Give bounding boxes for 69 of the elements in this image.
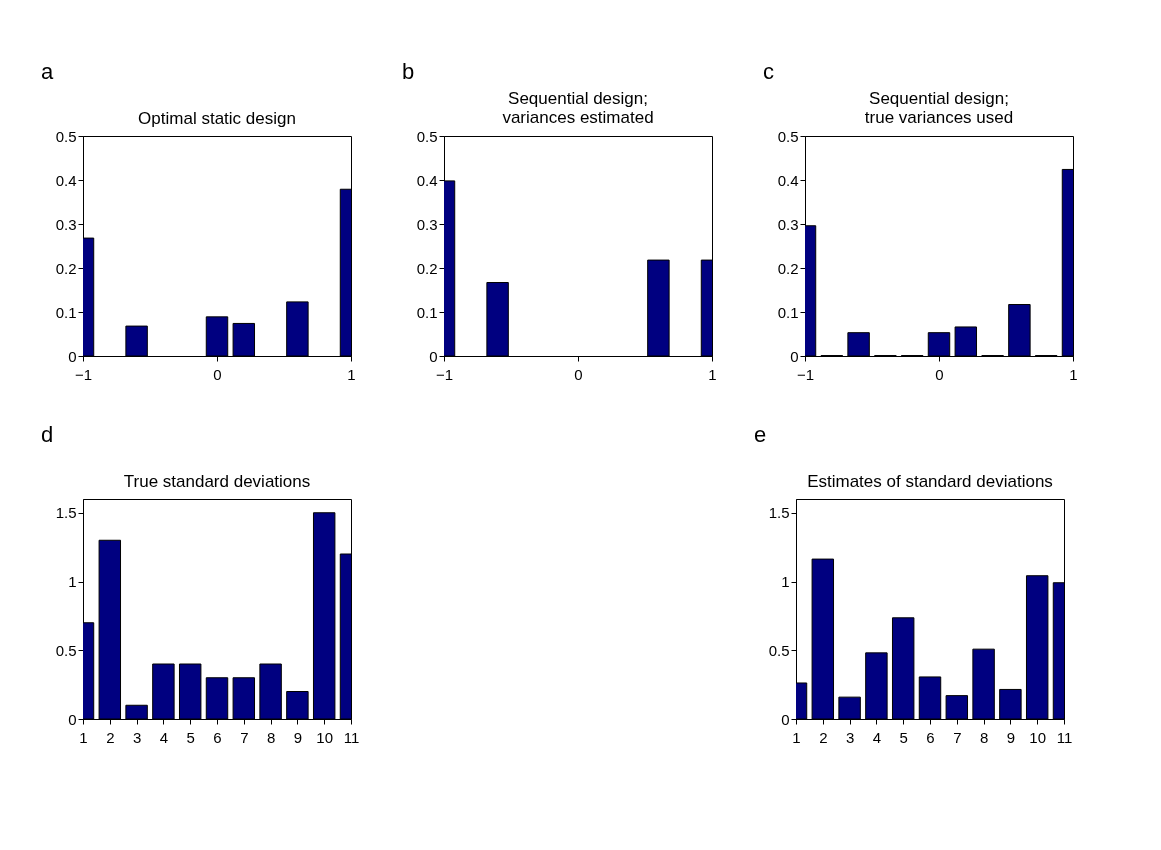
y-tick-label: 0.2 xyxy=(55,259,77,277)
chart-title: True standard deviations xyxy=(123,472,311,491)
y-tick-label: 0 xyxy=(68,710,77,728)
bar xyxy=(954,326,978,356)
x-tick-label: −1 xyxy=(74,365,93,383)
y-tick-label: 0.3 xyxy=(777,215,799,233)
y-tick-label: 0.3 xyxy=(55,215,77,233)
x-tick-label: 10 xyxy=(1029,728,1047,746)
y-tick-label: 0.5 xyxy=(55,641,77,659)
x-tick-label: 11 xyxy=(343,728,360,746)
x-tick-label: 7 xyxy=(240,728,249,746)
y-tick-label: 0.4 xyxy=(777,171,799,189)
y-tick-label: 0 xyxy=(781,710,790,728)
x-tick-label: 1 xyxy=(79,728,88,746)
y-tick-label: 0 xyxy=(429,347,438,365)
x-tick-label: 5 xyxy=(899,728,908,746)
y-tick-label: 0.1 xyxy=(416,303,438,321)
x-tick-label: 3 xyxy=(132,728,142,746)
x-tick-label: 9 xyxy=(293,728,303,746)
y-tick-label: 0.2 xyxy=(416,259,438,277)
text: d xyxy=(41,422,54,447)
x-tick-label: 1 xyxy=(708,365,717,383)
y-tick-label: 0.4 xyxy=(416,171,438,189)
x-tick-label: 9 xyxy=(1006,728,1016,746)
bar xyxy=(1008,304,1031,356)
x-tick-label: 2 xyxy=(106,728,115,746)
y-tick-label: 0.1 xyxy=(55,303,77,321)
x-tick-label: −1 xyxy=(796,365,815,383)
x-tick-label: 1 xyxy=(347,365,356,383)
y-tick-label: 0.4 xyxy=(55,171,77,189)
text: e xyxy=(754,422,767,447)
x-tick-label: −1 xyxy=(435,365,454,383)
chart-title: Estimates of standard deviations xyxy=(807,472,1053,491)
y-tick-label: 0.5 xyxy=(777,127,799,145)
y-tick-label: 0.3 xyxy=(416,215,438,233)
x-tick-label: 3 xyxy=(845,728,855,746)
text: b xyxy=(402,59,415,84)
x-tick-label: 4 xyxy=(159,728,169,746)
x-tick-label: 1 xyxy=(1069,365,1078,383)
x-tick-label: 8 xyxy=(266,728,276,746)
x-tick-label: 6 xyxy=(213,728,222,746)
y-tick-label: 0.5 xyxy=(768,641,790,659)
y-tick-label: 1 xyxy=(781,573,790,590)
x-tick-label: 2 xyxy=(819,728,828,746)
chart-title: Sequential design; variances estimated xyxy=(502,89,654,127)
text: c xyxy=(763,59,774,84)
x-tick-label: 11 xyxy=(1056,728,1073,746)
x-tick-label: 0 xyxy=(935,365,944,383)
x-tick-label: 8 xyxy=(979,728,989,746)
x-tick-label: 5 xyxy=(186,728,195,746)
chart-title: Sequential design; true variances used xyxy=(864,89,1014,127)
chart-title: Optimal static design xyxy=(138,109,296,128)
y-tick-label: 0.1 xyxy=(777,303,799,321)
x-tick-label: 10 xyxy=(316,728,334,746)
x-tick-label: 7 xyxy=(953,728,962,746)
x-tick-label: 6 xyxy=(926,728,935,746)
y-tick-label: 1 xyxy=(68,573,77,590)
y-tick-label: 0.5 xyxy=(416,127,438,145)
x-tick-label: 0 xyxy=(574,365,583,383)
y-tick-label: 0 xyxy=(790,347,799,365)
y-tick-label: 1.5 xyxy=(768,504,790,522)
bar xyxy=(847,332,870,356)
y-tick-label: 0.2 xyxy=(777,259,799,277)
x-tick-label: 4 xyxy=(872,728,882,746)
text: a xyxy=(41,59,54,84)
x-tick-label: 0 xyxy=(213,365,222,383)
y-tick-label: 1.5 xyxy=(55,504,77,522)
y-tick-label: 0 xyxy=(68,347,77,365)
y-tick-label: 0.5 xyxy=(55,127,77,145)
